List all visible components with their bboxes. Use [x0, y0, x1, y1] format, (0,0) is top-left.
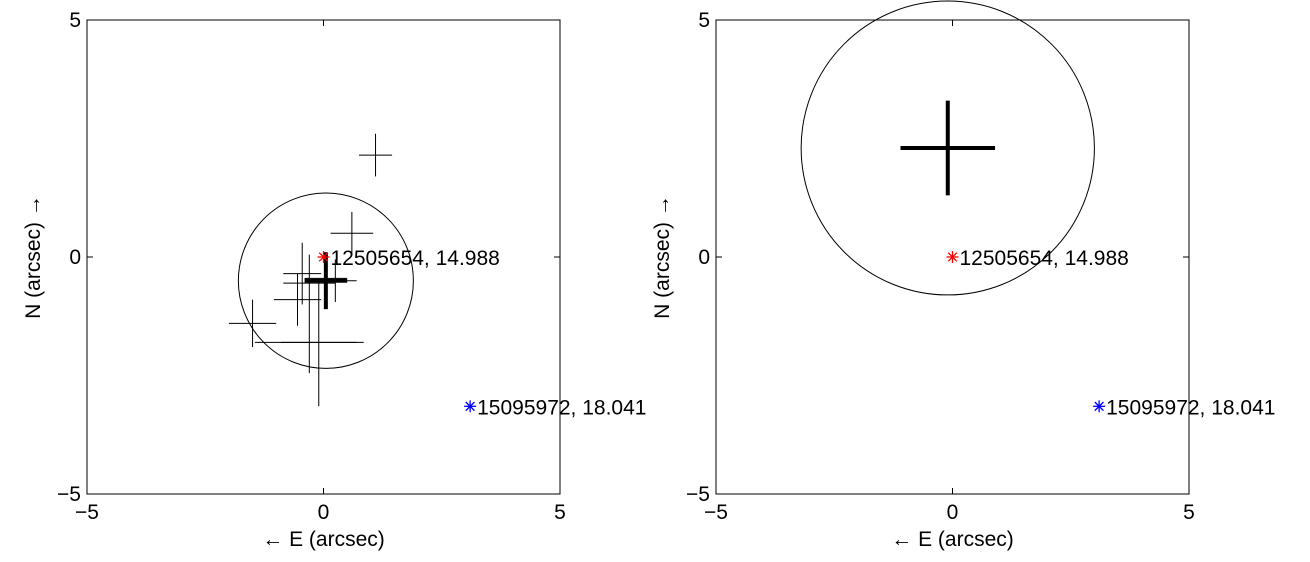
- mean-position-cross: [304, 252, 348, 310]
- x-tick-label: −5: [75, 501, 99, 524]
- x-tick-label: 0: [947, 501, 959, 524]
- y-tick-label: 0: [698, 246, 710, 269]
- y-tick-label: 0: [69, 246, 81, 269]
- x-tick-label: 5: [1183, 501, 1195, 524]
- mean-position-cross: [900, 100, 996, 196]
- catalog-star-label: 12505654, 14.988: [960, 247, 1129, 270]
- catalog-star-marker: [317, 251, 330, 263]
- measurement-cross: [280, 278, 357, 407]
- x-axis-label: ← E (arcsec): [891, 528, 1014, 551]
- y-axis-label: N (arcsec) →: [651, 195, 674, 319]
- chart-panel-1: −5 0 5 −5 0 5 ← E (arcsec) N (arcsec) → 12505654…: [22, 9, 646, 551]
- catalog-star-label: 15095972, 18.041: [477, 396, 646, 419]
- tick-marks: [86, 19, 561, 495]
- x-tick-label: −5: [704, 501, 728, 524]
- x-tick-label: 5: [554, 501, 566, 524]
- y-tick-label: −5: [686, 483, 710, 506]
- x-tick-label: 0: [318, 501, 330, 524]
- chart-panel-2: −5 0 5 −5 0 5 ← E (arcsec) N (arcsec) → 12505654…: [651, 0, 1275, 551]
- y-tick-label: 5: [69, 9, 81, 32]
- y-axis-label: N (arcsec) →: [22, 195, 45, 319]
- catalog-star-marker: [1093, 400, 1106, 413]
- catalog-star-label: 12505654, 14.988: [331, 247, 500, 270]
- measurement-cross: [358, 133, 393, 177]
- measurement-cross: [273, 273, 322, 326]
- tick-marks: [715, 19, 1190, 495]
- measurement-cross: [283, 242, 322, 305]
- measurement-cross: [228, 299, 277, 348]
- y-tick-label: 5: [698, 9, 710, 32]
- error-circle: [800, 0, 1095, 296]
- error-circle: [237, 192, 414, 369]
- catalog-star-marker: [464, 400, 477, 413]
- x-axis-label: ← E (arcsec): [262, 528, 385, 551]
- y-tick-label: −5: [57, 483, 81, 506]
- measurement-cross: [330, 211, 374, 255]
- catalog-star-label: 15095972, 18.041: [1106, 396, 1275, 419]
- catalog-star-marker: [946, 251, 959, 263]
